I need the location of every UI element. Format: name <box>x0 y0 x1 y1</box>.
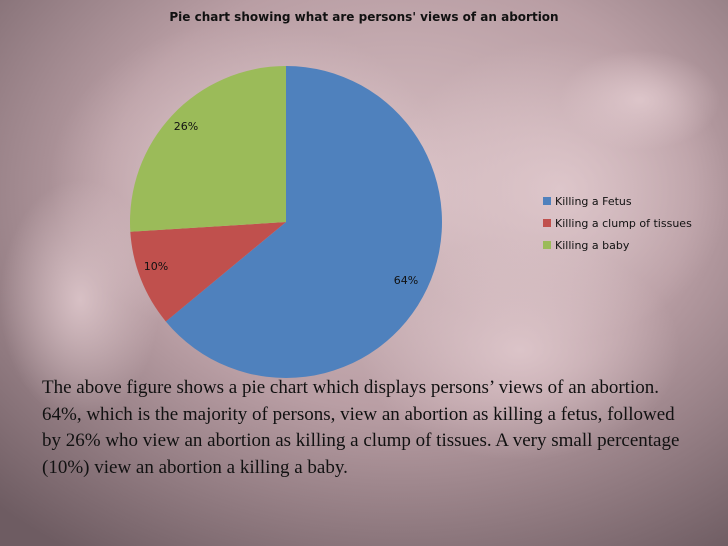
description-paragraph: The above figure shows a pie chart which… <box>42 377 680 478</box>
data-label-1: 10% <box>144 260 168 273</box>
legend-item-0: Killing a Fetus <box>543 190 692 212</box>
legend-swatch <box>543 241 551 249</box>
legend-swatch <box>543 219 551 227</box>
chart-title: Pie chart showing what are persons' view… <box>169 10 559 24</box>
data-label-2: 26% <box>174 120 198 133</box>
legend-item-2: Killing a baby <box>543 234 692 256</box>
pie-slice-killing-a-fetus <box>165 66 442 379</box>
legend: Killing a Fetus Killing a clump of tissue… <box>543 190 692 256</box>
legend-item-1: Killing a clump of tissues <box>543 212 692 234</box>
pie-slice-killing-a-baby <box>130 66 286 232</box>
legend-label: Killing a clump of tissues <box>555 216 692 230</box>
legend-label: Killing a Fetus <box>555 194 632 208</box>
legend-label: Killing a baby <box>555 238 630 252</box>
data-label-0: 64% <box>394 274 418 287</box>
legend-swatch <box>543 197 551 205</box>
pie-slice-killing-a-clump-of-tissues <box>130 222 286 322</box>
